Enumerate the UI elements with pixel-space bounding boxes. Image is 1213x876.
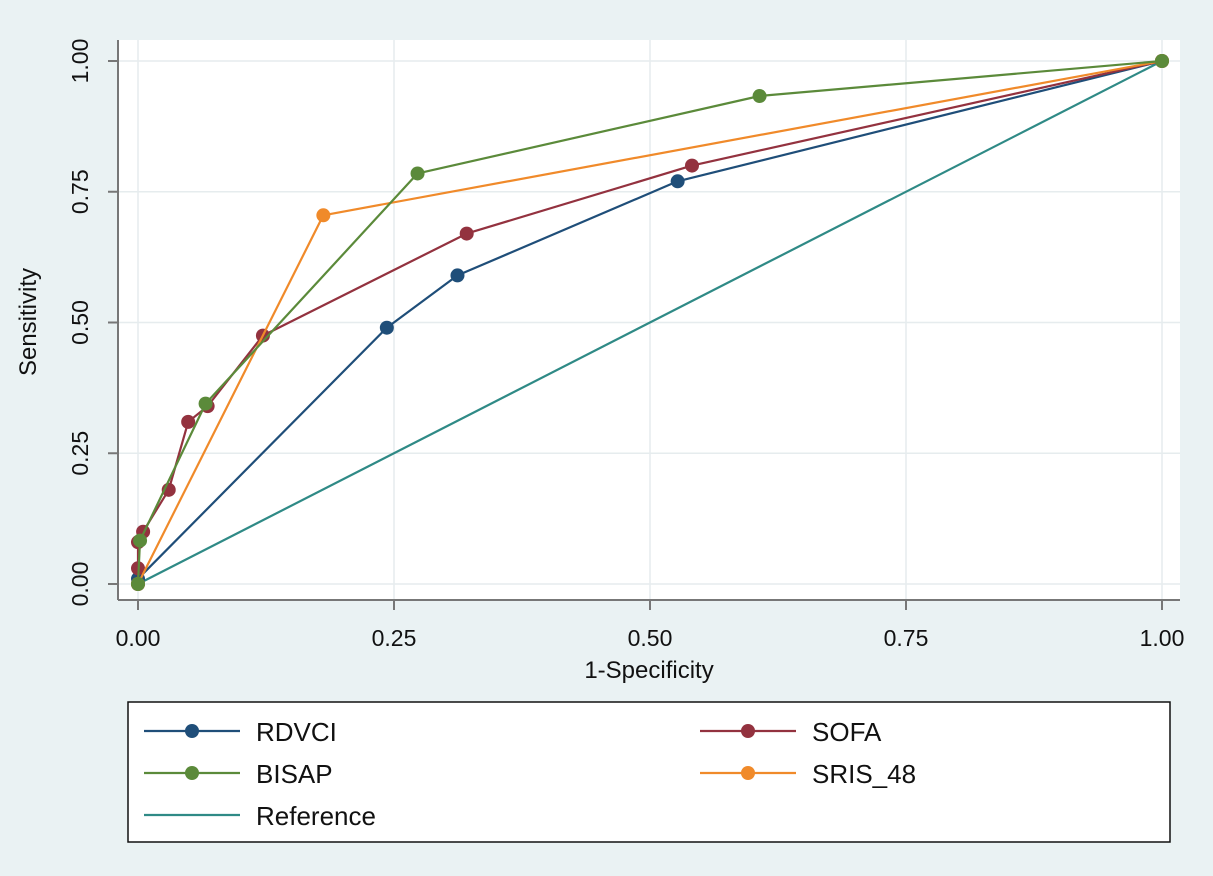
data-point-bisap bbox=[131, 577, 145, 591]
series-layer bbox=[131, 54, 1169, 591]
y-tick-label: 0.00 bbox=[67, 562, 93, 607]
legend-item-sofa: SOFA bbox=[700, 717, 882, 747]
legend-swatch-marker bbox=[741, 766, 755, 780]
data-point-rdvci bbox=[450, 268, 465, 283]
data-point-sofa bbox=[181, 414, 196, 429]
axis-ticks: 0.00 0.25 0.50 0.75 1.00 0.00 0.25 0.50 0.75 1.00 bbox=[67, 39, 1184, 651]
y-axis-title: Sensitivity bbox=[15, 268, 42, 376]
legend-item-rdvci: RDVCI bbox=[144, 717, 337, 747]
legend-box bbox=[127, 701, 1171, 843]
y-tick-label: 0.50 bbox=[67, 300, 93, 345]
data-point-sris-48 bbox=[316, 208, 331, 223]
x-tick-label: 0.25 bbox=[372, 625, 417, 651]
x-axis-title: 1-Specificity bbox=[584, 657, 713, 684]
legend-swatch-marker bbox=[741, 724, 755, 738]
series-reference bbox=[137, 60, 1163, 585]
data-point-bisap bbox=[133, 533, 148, 548]
data-point-bisap bbox=[1155, 54, 1169, 68]
data-point-bisap bbox=[752, 89, 767, 104]
legend-swatch-marker bbox=[185, 724, 199, 738]
series-line-bisap bbox=[136, 59, 1163, 585]
x-tick-label: 0.50 bbox=[628, 625, 673, 651]
y-tick-label: 1.00 bbox=[67, 39, 93, 84]
data-point-bisap bbox=[410, 166, 425, 181]
data-point-sofa bbox=[684, 158, 699, 173]
legend-item-sris-48: SRIS_48 bbox=[700, 759, 916, 789]
series-line-reference bbox=[137, 60, 1163, 585]
x-tick-label: 0.75 bbox=[884, 625, 929, 651]
legend-label: Reference bbox=[256, 801, 376, 831]
series-bisap bbox=[131, 54, 1169, 591]
y-tick-label: 0.25 bbox=[67, 431, 93, 476]
legend-item-reference: Reference bbox=[144, 801, 376, 831]
legend-swatch-marker bbox=[185, 766, 199, 780]
legend-label: RDVCI bbox=[256, 717, 337, 747]
legend-item-bisap: BISAP bbox=[144, 759, 333, 789]
x-tick-label: 0.00 bbox=[116, 625, 161, 651]
data-point-rdvci bbox=[379, 320, 394, 335]
legend-label: SOFA bbox=[812, 717, 882, 747]
data-point-sofa bbox=[459, 226, 474, 241]
legend: RDVCI SOFA BISAP SRIS_48 Reference bbox=[144, 717, 916, 831]
y-tick-label: 0.75 bbox=[67, 169, 93, 214]
data-point-rdvci bbox=[670, 174, 685, 189]
legend-label: BISAP bbox=[256, 759, 333, 789]
x-tick-label: 1.00 bbox=[1140, 625, 1185, 651]
data-point-bisap bbox=[198, 396, 213, 411]
legend-label: SRIS_48 bbox=[812, 759, 916, 789]
plot-area bbox=[118, 40, 1180, 600]
gridlines bbox=[118, 40, 1180, 600]
